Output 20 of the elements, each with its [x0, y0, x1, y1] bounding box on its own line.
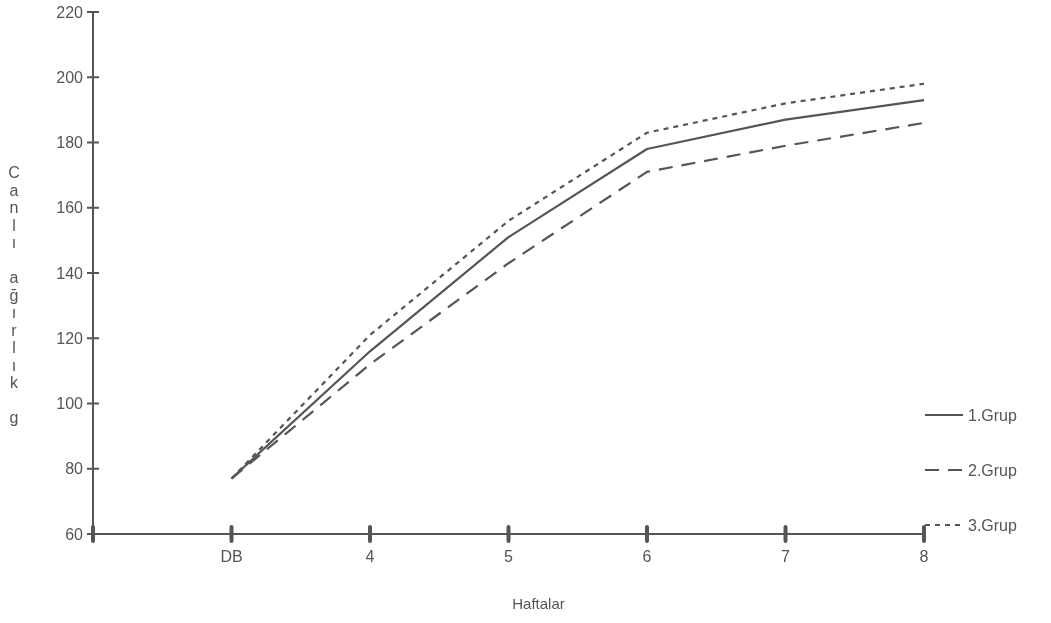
legend-label: 2.Grup: [968, 461, 1018, 479]
x-tick-label: 5: [504, 548, 514, 565]
y-tick-label: 80: [65, 460, 84, 478]
y-tick-label: 220: [56, 3, 84, 21]
y-tick-label: 60: [65, 525, 84, 543]
x-tick-label: 8: [919, 548, 929, 565]
y-tick-label: 100: [56, 395, 84, 413]
x-tick-label: 4: [365, 548, 375, 565]
x-tick-label: 7: [781, 548, 791, 565]
x-tick-label: 6: [642, 548, 652, 565]
x-axis-title: Haftalar: [512, 595, 565, 612]
text: Canlı ağırlık g: [8, 164, 20, 426]
legend-label: 1.Grup: [968, 406, 1018, 424]
y-tick-label: 160: [56, 199, 84, 217]
y-tick-label: 180: [56, 134, 84, 152]
x-tick-label: DB: [220, 548, 243, 565]
y-tick-label: 140: [56, 264, 84, 282]
y-tick-label: 120: [56, 329, 84, 347]
legend-label: 3.Grup: [968, 516, 1018, 534]
y-tick-label: 200: [56, 68, 84, 86]
